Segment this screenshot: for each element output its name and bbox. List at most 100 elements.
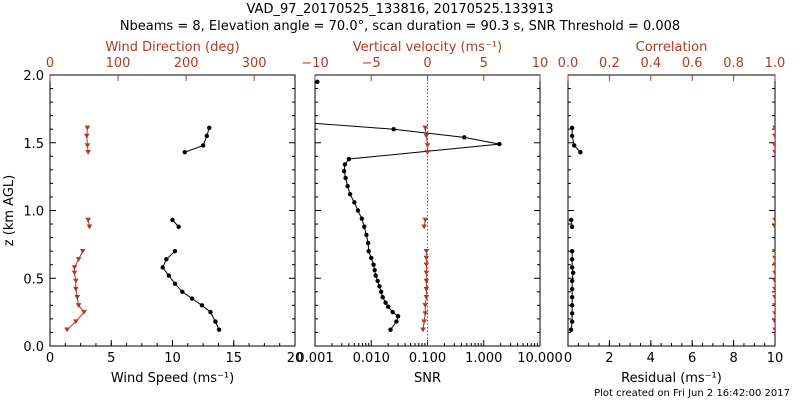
direction-point: [86, 224, 93, 230]
direction-point: [71, 270, 78, 276]
snr-point: [343, 175, 348, 181]
vertical_velocity-point: [423, 278, 430, 284]
snr-point: [395, 313, 401, 319]
plot-frame: [314, 74, 541, 347]
bottom-tick-label: 1.000: [465, 351, 502, 366]
snr-point: [342, 162, 348, 167]
speed-line: [162, 250, 220, 330]
bottom-axis-label: SNR: [414, 371, 441, 386]
snr-point: [377, 284, 382, 289]
correlation-point: [772, 262, 775, 268]
bottom-tick-label: 8: [729, 351, 737, 366]
snr-point: [359, 216, 365, 221]
vertical_velocity-point: [422, 303, 429, 308]
snr-point: [345, 183, 350, 189]
speed-line: [184, 127, 210, 153]
snr-point: [352, 200, 357, 205]
correlation-point: [772, 150, 775, 155]
data-layer: [568, 125, 775, 333]
residual-point: [569, 224, 575, 229]
correlation-point: [772, 303, 775, 308]
snr-point: [380, 295, 385, 300]
correlation-point: [772, 133, 775, 139]
snr-point: [385, 304, 391, 309]
residual-point: [578, 150, 583, 155]
speed-point: [208, 309, 213, 315]
top-axis-label: Wind Direction (deg): [105, 40, 239, 55]
vertical_velocity-point: [423, 248, 430, 254]
plot-footer: Plot created on Fri Jun 2 16:42:00 2017: [594, 388, 790, 399]
residual-point: [569, 278, 575, 284]
snr-point: [364, 232, 369, 238]
correlation-point: [772, 311, 775, 317]
bottom-tick-label: 10: [164, 351, 181, 366]
snr-point: [378, 289, 384, 294]
direction-point: [84, 125, 91, 131]
correlation-point: [772, 295, 775, 300]
residual-point: [568, 217, 574, 223]
residual-point: [568, 327, 574, 332]
top-tick-label: 10: [532, 56, 549, 71]
top-tick-label: 100: [106, 56, 131, 71]
y-tick-label: 0.0: [23, 340, 44, 355]
residual-point: [569, 295, 575, 300]
vertical_velocity-line: [424, 127, 428, 153]
bottom-tick-label: 10: [767, 351, 784, 366]
top-axis-label: Vertical velocity (ms⁻¹): [353, 40, 502, 55]
snr-point: [341, 169, 347, 174]
direction-point: [73, 278, 79, 284]
bottom-tick-label: 0: [46, 351, 54, 366]
correlation-point: [772, 327, 775, 333]
snr-point: [315, 79, 320, 84]
snr-point: [383, 300, 388, 305]
top-tick-label: 5: [480, 56, 488, 71]
vertical_velocity-point: [424, 150, 431, 155]
bottom-tick-label: 0.100: [409, 351, 446, 366]
bottom-tick-label: 0.001: [296, 351, 333, 366]
vertical_velocity-point: [422, 217, 429, 223]
speed-point: [172, 248, 178, 254]
vertical_velocity-point: [421, 224, 427, 230]
data-layer: [315, 79, 502, 333]
top-tick-label: −5: [362, 56, 381, 71]
vertical_velocity-point: [424, 143, 431, 149]
bottom-tick-label: 4: [647, 351, 655, 366]
vertical_velocity-point: [420, 327, 426, 333]
speed-point: [189, 296, 195, 301]
speed-point: [204, 133, 209, 139]
top-tick-label: 200: [174, 56, 199, 71]
vertical_velocity-point: [423, 255, 430, 261]
residual-point: [570, 270, 576, 276]
correlation-point: [772, 125, 775, 131]
top-axis-label: Correlation: [636, 40, 708, 55]
correlation-point: [772, 270, 775, 276]
direction-point: [85, 217, 91, 223]
speed-point: [170, 217, 175, 223]
bottom-tick-label: 2: [605, 351, 613, 366]
speed-point: [160, 265, 165, 270]
snr-point: [373, 273, 378, 278]
y-tick-label: 0.5: [23, 272, 44, 287]
bottom-axis-label: Residual (ms⁻¹): [621, 371, 722, 386]
direction-point: [73, 319, 79, 325]
snr-point: [366, 248, 371, 254]
y-tick-label: 1.0: [23, 205, 44, 220]
panel-snr: 0.001 0.010 0.100 1.000 10.000 −10 −5 0 5 10 SNR Ve…: [296, 40, 562, 386]
snr-point: [355, 208, 361, 213]
bottom-tick-label: 6: [688, 351, 696, 366]
snr-point: [372, 267, 377, 273]
direction-point: [83, 133, 90, 139]
correlation-point: [772, 286, 775, 292]
snr-point: [391, 127, 396, 132]
snr-point: [371, 262, 376, 267]
y-tick-label: 2.0: [23, 69, 44, 84]
vertical_velocity-point: [423, 133, 430, 139]
speed-point: [166, 273, 172, 278]
residual-line: [571, 127, 581, 153]
direction-point: [75, 257, 82, 262]
top-tick-label: 0.0: [558, 56, 579, 71]
residual-point: [569, 248, 575, 254]
top-tick-label: 0.6: [682, 56, 703, 71]
plot-frame: [567, 74, 776, 347]
